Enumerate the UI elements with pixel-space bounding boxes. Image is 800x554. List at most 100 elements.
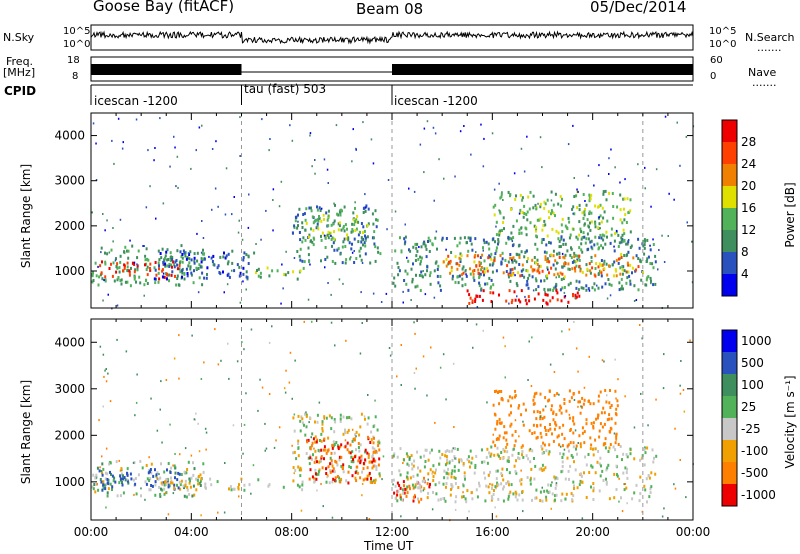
power-cell: [589, 197, 592, 201]
velocity-cell: [560, 411, 563, 415]
velocity-cell: [651, 448, 654, 452]
velocity-cell: [338, 476, 341, 480]
power-cell: [343, 237, 346, 241]
power-cell: [104, 229, 106, 232]
power-cell: [282, 287, 284, 290]
velocity-cell: [655, 398, 657, 401]
power-cell: [546, 293, 549, 297]
power-cell: [146, 273, 149, 277]
power-colorbar-tick: 28: [741, 135, 756, 149]
power-cell: [487, 256, 490, 260]
velocity-cell: [145, 482, 148, 486]
power-cell: [364, 236, 367, 240]
velocity-cell: [613, 472, 616, 476]
velocity-cell: [462, 491, 464, 494]
velocity-cell: [344, 428, 346, 432]
velocity-cell: [113, 476, 116, 480]
power-cell: [555, 282, 558, 286]
velocity-cell: [561, 469, 564, 473]
power-cell: [439, 284, 442, 288]
velocity-cell: [427, 478, 429, 481]
velocity-cell: [163, 487, 166, 491]
velocity-cell: [412, 499, 415, 503]
power-cell: [544, 255, 547, 259]
velocity-cell: [124, 478, 127, 482]
power-cell: [524, 298, 527, 302]
power-cell: [649, 244, 651, 247]
power-cell: [331, 236, 334, 240]
velocity-cell: [238, 495, 240, 498]
power-cell: [318, 206, 321, 210]
power-cell: [535, 288, 538, 292]
power-cell: [404, 223, 406, 226]
velocity-cell: [495, 515, 498, 518]
velocity-cell: [446, 449, 449, 453]
velocity-cell: [572, 494, 575, 498]
power-cell: [510, 301, 513, 305]
power-cell: [119, 279, 122, 283]
velocity-cell: [323, 417, 325, 420]
power-cell: [106, 252, 109, 256]
velocity-cell: [572, 431, 575, 435]
power-cell: [561, 272, 564, 276]
power-cell: [206, 266, 209, 270]
velocity-cell: [494, 390, 496, 393]
velocity-cell: [115, 460, 118, 464]
velocity-cell: [414, 387, 416, 390]
velocity-cell: [374, 459, 377, 463]
power-cell: [414, 259, 417, 262]
velocity-cell: [122, 491, 125, 495]
velocity-cell: [406, 462, 409, 466]
velocity-cell: [362, 478, 365, 482]
power-cell: [293, 226, 296, 229]
velocity-cell: [442, 482, 445, 486]
velocity-cell: [496, 420, 499, 423]
velocity-cell: [508, 413, 511, 417]
power-cell: [309, 132, 312, 135]
power-cell: [543, 287, 546, 291]
power-cell: [411, 280, 414, 284]
velocity-cell: [556, 435, 559, 439]
power-cell: [412, 245, 415, 249]
velocity-cell: [346, 430, 349, 434]
power-cell: [215, 140, 217, 143]
velocity-cell: [334, 420, 337, 424]
power-cell: [217, 205, 219, 208]
power-cell: [413, 190, 416, 193]
velocity-cell: [102, 405, 104, 408]
velocity-cell: [119, 469, 122, 472]
power-cell: [606, 297, 609, 300]
velocity-cell: [350, 460, 353, 464]
power-cell: [176, 274, 179, 278]
power-cell: [92, 279, 95, 282]
power-cell: [507, 275, 510, 279]
velocity-cell: [198, 481, 201, 485]
power-cell: [652, 238, 654, 241]
velocity-cell: [462, 484, 465, 488]
power-cell: [604, 242, 607, 246]
power-cell: [458, 256, 461, 260]
velocity-cell: [589, 402, 592, 406]
power-cell: [627, 270, 630, 274]
velocity-cell: [336, 475, 339, 478]
power-cell: [637, 288, 640, 292]
power-cell: [428, 250, 431, 253]
velocity-cell: [416, 480, 419, 484]
velocity-cell: [345, 443, 348, 447]
velocity-cell: [445, 461, 448, 465]
power-cell: [622, 287, 624, 291]
power-cell: [416, 284, 419, 288]
power-cell: [588, 193, 591, 197]
power-cell: [520, 289, 523, 293]
power-cell: [330, 238, 333, 241]
power-cell: [429, 282, 432, 286]
power-cell: [532, 289, 535, 292]
power-cell: [511, 240, 514, 243]
power-cell: [339, 252, 342, 256]
power-cell: [166, 273, 169, 277]
velocity-cell: [557, 434, 560, 438]
velocity-cell: [502, 478, 505, 482]
power-cell: [423, 127, 426, 130]
power-cell: [608, 282, 611, 286]
velocity-cell: [466, 458, 469, 462]
